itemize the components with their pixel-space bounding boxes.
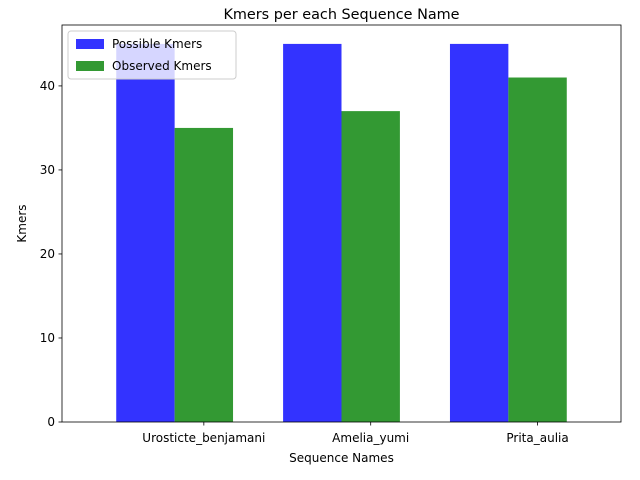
legend-label: Observed Kmers [112,59,212,73]
legend-label: Possible Kmers [112,37,202,51]
y-tick-label: 20 [40,247,55,261]
chart-title: Kmers per each Sequence Name [223,7,459,23]
bar-possible-1 [283,43,342,423]
bar-observed-2 [508,77,567,422]
legend-box [67,30,237,80]
y-tick-label: 40 [40,79,55,93]
legend-swatch [76,61,104,71]
bar-observed-0 [174,127,234,422]
bar-possible-0 [116,43,175,423]
y-tick-label: 10 [40,331,55,345]
y-tick-label: 30 [40,163,55,177]
x-tick-label: Urosticte_benjamani [142,431,265,445]
bars-layer [116,43,567,423]
y-axis-label: Kmers [15,204,29,242]
x-tick-label: Prita_aulia [506,431,568,445]
bar-observed-1 [341,111,400,422]
x-tick-label: Amelia_yumi [332,431,409,445]
bar-possible-2 [449,43,509,423]
x-axis: Urosticte_benjamani Amelia_yumi Prita_auli… [142,422,569,445]
y-tick-label: 0 [47,415,55,429]
legend-swatch [76,39,104,49]
plot-frame [61,24,622,423]
legend: Possible Kmers Observed Kmers [67,30,237,80]
x-axis-label: Sequence Names [289,451,394,465]
y-axis: 0 10 20 30 40 [40,79,62,429]
